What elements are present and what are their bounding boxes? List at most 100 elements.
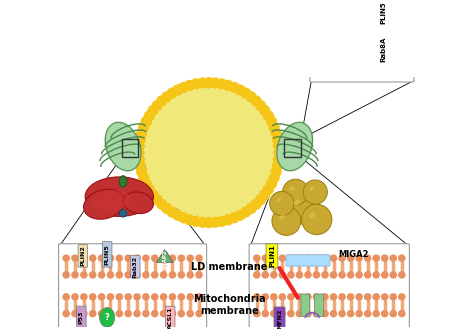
Circle shape: [197, 77, 208, 89]
Circle shape: [390, 310, 397, 317]
Circle shape: [195, 310, 203, 317]
Circle shape: [266, 178, 277, 190]
FancyBboxPatch shape: [249, 244, 410, 328]
Circle shape: [98, 271, 105, 279]
Text: SNAP23: SNAP23: [163, 245, 167, 270]
Circle shape: [203, 217, 215, 228]
Circle shape: [116, 293, 123, 301]
Circle shape: [270, 293, 278, 301]
Circle shape: [390, 254, 397, 262]
Circle shape: [253, 271, 261, 279]
Circle shape: [98, 293, 105, 301]
Circle shape: [184, 214, 195, 225]
Circle shape: [161, 91, 173, 103]
Circle shape: [347, 254, 355, 262]
Circle shape: [246, 91, 257, 103]
Circle shape: [390, 271, 397, 279]
FancyBboxPatch shape: [377, 38, 390, 61]
Circle shape: [270, 191, 294, 215]
Circle shape: [373, 310, 380, 317]
Circle shape: [321, 310, 329, 317]
Circle shape: [259, 189, 270, 200]
Circle shape: [169, 310, 176, 317]
Polygon shape: [330, 0, 350, 62]
FancyBboxPatch shape: [286, 255, 330, 266]
Circle shape: [304, 293, 312, 301]
Circle shape: [119, 210, 127, 217]
Circle shape: [398, 293, 406, 301]
FancyBboxPatch shape: [274, 307, 285, 329]
Circle shape: [172, 210, 183, 221]
Circle shape: [124, 254, 132, 262]
Circle shape: [135, 134, 146, 145]
Circle shape: [296, 310, 303, 317]
Circle shape: [152, 100, 163, 111]
Circle shape: [89, 310, 97, 317]
Text: Rab32: Rab32: [133, 255, 138, 278]
Ellipse shape: [293, 200, 300, 206]
Circle shape: [234, 210, 246, 221]
Circle shape: [134, 140, 145, 152]
Circle shape: [195, 293, 203, 301]
Circle shape: [195, 254, 203, 262]
Circle shape: [216, 215, 228, 227]
Circle shape: [301, 204, 332, 235]
Circle shape: [156, 95, 167, 107]
Circle shape: [178, 254, 185, 262]
Circle shape: [63, 254, 70, 262]
Circle shape: [141, 178, 152, 190]
Ellipse shape: [123, 192, 154, 214]
Circle shape: [347, 293, 355, 301]
Circle shape: [338, 293, 346, 301]
Circle shape: [283, 179, 309, 205]
Circle shape: [313, 293, 320, 301]
Circle shape: [186, 310, 194, 317]
Circle shape: [144, 110, 155, 121]
Circle shape: [296, 271, 303, 279]
Circle shape: [116, 271, 123, 279]
Circle shape: [228, 212, 240, 223]
Circle shape: [138, 122, 149, 133]
Circle shape: [184, 80, 195, 91]
Circle shape: [338, 271, 346, 279]
Circle shape: [262, 310, 269, 317]
Circle shape: [178, 82, 189, 93]
Circle shape: [347, 310, 355, 317]
Circle shape: [178, 310, 185, 317]
Circle shape: [356, 254, 363, 262]
Circle shape: [124, 293, 132, 301]
Circle shape: [287, 254, 295, 262]
Circle shape: [160, 293, 167, 301]
Circle shape: [398, 271, 406, 279]
Circle shape: [222, 80, 234, 91]
Circle shape: [270, 271, 278, 279]
Circle shape: [142, 293, 150, 301]
Circle shape: [169, 293, 176, 301]
Text: MIGA2: MIGA2: [338, 250, 368, 259]
Circle shape: [356, 271, 363, 279]
Circle shape: [272, 207, 301, 235]
Circle shape: [191, 78, 202, 89]
Circle shape: [98, 310, 105, 317]
Circle shape: [330, 271, 337, 279]
Circle shape: [262, 271, 269, 279]
Circle shape: [63, 293, 70, 301]
Circle shape: [116, 254, 123, 262]
FancyBboxPatch shape: [130, 255, 140, 278]
Ellipse shape: [289, 186, 294, 191]
Circle shape: [285, 190, 318, 224]
Circle shape: [135, 160, 146, 171]
FancyBboxPatch shape: [102, 241, 112, 267]
Circle shape: [133, 271, 141, 279]
Circle shape: [273, 153, 284, 165]
Circle shape: [142, 254, 150, 262]
Text: PLIN5: PLIN5: [105, 244, 109, 265]
Text: Mitochondria
membrane: Mitochondria membrane: [193, 294, 266, 316]
Ellipse shape: [277, 122, 312, 171]
Ellipse shape: [279, 215, 285, 219]
Circle shape: [116, 310, 123, 317]
Circle shape: [71, 310, 79, 317]
Ellipse shape: [93, 190, 131, 211]
Circle shape: [142, 271, 150, 279]
Circle shape: [210, 77, 221, 89]
